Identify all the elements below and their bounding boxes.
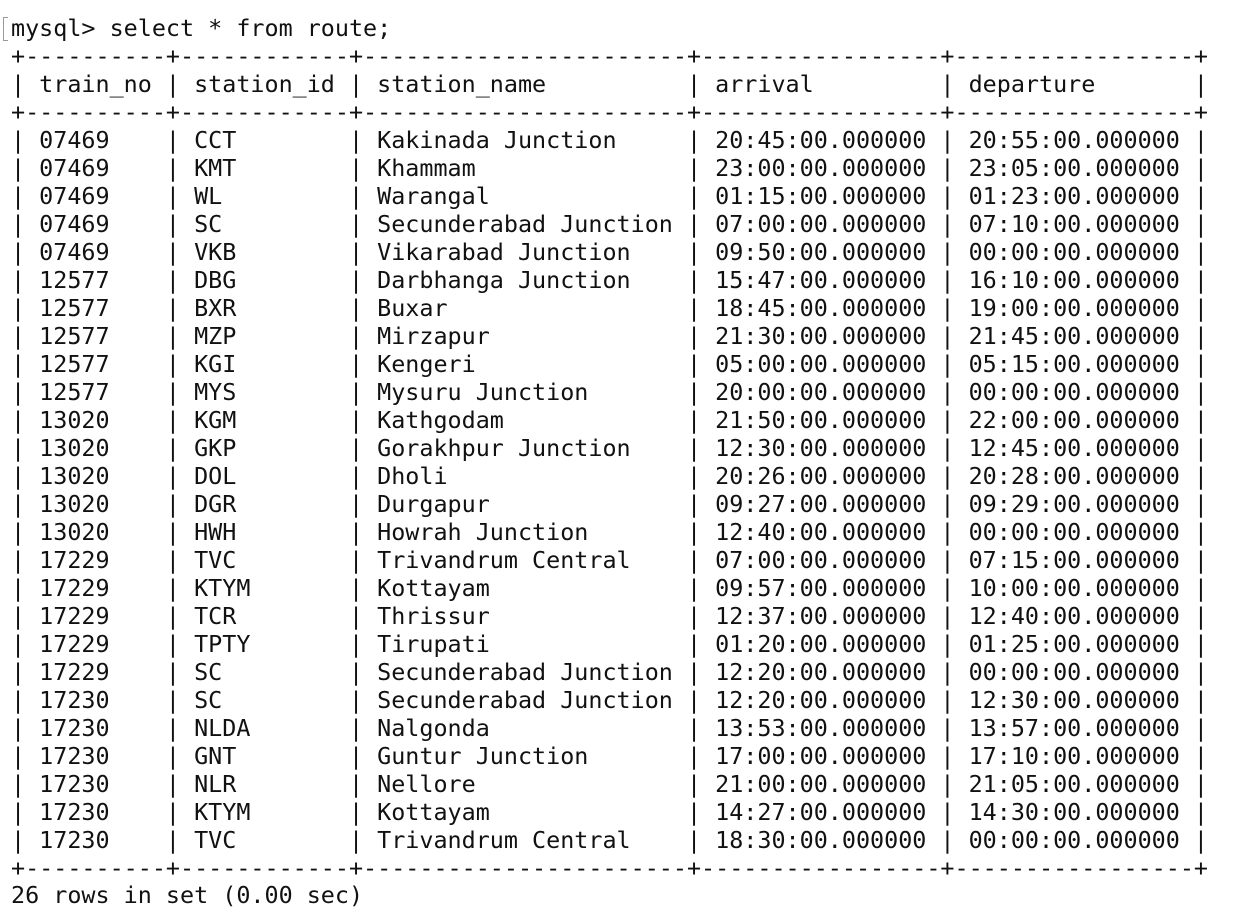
- selection-bracket-icon: [3, 17, 8, 41]
- table-row: | 17230 | NLDA | Nalgonda | 13:53:00.000…: [11, 714, 1208, 742]
- table-row: | 13020 | KGM | Kathgodam | 21:50:00.000…: [11, 406, 1208, 434]
- table-row: | 07469 | WL | Warangal | 01:15:00.00000…: [11, 182, 1208, 210]
- table-row: | 12577 | MYS | Mysuru Junction | 20:00:…: [11, 378, 1208, 406]
- result-summary: 26 rows in set (0.00 sec): [11, 881, 364, 909]
- table-row: | 13020 | GKP | Gorakhpur Junction | 12:…: [11, 434, 1208, 462]
- table-border: +----------+------------+---------------…: [11, 98, 1208, 126]
- table-row: | 17229 | TCR | Thrissur | 12:37:00.0000…: [11, 602, 1208, 630]
- table-row: | 17230 | SC | Secunderabad Junction | 1…: [11, 686, 1208, 714]
- table-row: | 12577 | KGI | Kengeri | 05:00:00.00000…: [11, 350, 1208, 378]
- table-row: | 12577 | BXR | Buxar | 18:45:00.000000 …: [11, 294, 1208, 322]
- table-border: +----------+------------+---------------…: [11, 854, 1208, 882]
- table-row: | 17230 | TVC | Trivandrum Central | 18:…: [11, 826, 1208, 854]
- table-row: | 07469 | SC | Secunderabad Junction | 0…: [11, 210, 1208, 238]
- table-row: | 17230 | NLR | Nellore | 21:00:00.00000…: [11, 770, 1208, 798]
- table-row: | 07469 | KMT | Khammam | 23:00:00.00000…: [11, 154, 1208, 182]
- table-row: | 13020 | HWH | Howrah Junction | 12:40:…: [11, 518, 1208, 546]
- table-row: | 07469 | CCT | Kakinada Junction | 20:4…: [11, 126, 1208, 154]
- table-header-row: | train_no | station_id | station_name |…: [11, 70, 1208, 98]
- table-row: | 12577 | MZP | Mirzapur | 21:30:00.0000…: [11, 322, 1208, 350]
- table-border: +----------+------------+---------------…: [11, 42, 1208, 70]
- table-row: | 13020 | DGR | Durgapur | 09:27:00.0000…: [11, 490, 1208, 518]
- table-row: | 13020 | DOL | Dholi | 20:26:00.000000 …: [11, 462, 1208, 490]
- table-row: | 17229 | KTYM | Kottayam | 09:57:00.000…: [11, 574, 1208, 602]
- table-row: | 17230 | KTYM | Kottayam | 14:27:00.000…: [11, 798, 1208, 826]
- table-row: | 12577 | DBG | Darbhanga Junction | 15:…: [11, 266, 1208, 294]
- table-row: | 17229 | SC | Secunderabad Junction | 1…: [11, 658, 1208, 686]
- command-line: mysql> select * from route;: [11, 14, 392, 42]
- table-row: | 07469 | VKB | Vikarabad Junction | 09:…: [11, 238, 1208, 266]
- table-row: | 17229 | TPTY | Tirupati | 01:20:00.000…: [11, 630, 1208, 658]
- table-row: | 17229 | TVC | Trivandrum Central | 07:…: [11, 546, 1208, 574]
- table-row: | 17230 | GNT | Guntur Junction | 17:00:…: [11, 742, 1208, 770]
